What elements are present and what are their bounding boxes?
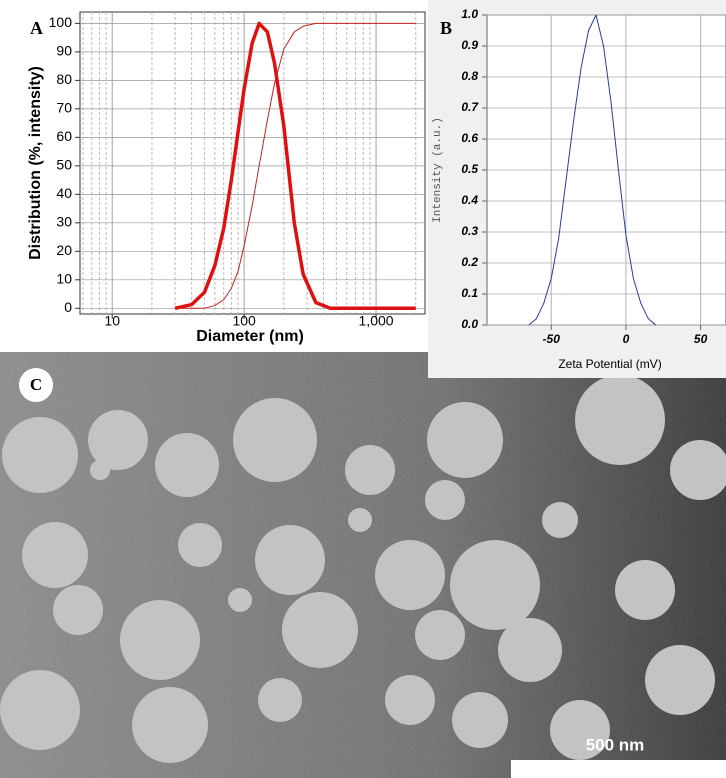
chart-panel: 0.0 0.1 0.2 0.3 0.4 0.5 0.6 0.7 0.8 0.9 1.0 -50 0 50 Z… [432,7,726,371]
y-axis-label: Intensity (a.u.) [432,117,444,223]
y-tick-label: 0 [64,299,72,315]
x-tick-label: 50 [694,332,708,346]
panel-label: A [30,18,43,38]
data-line [174,21,416,311]
x-tick-label: 0 [623,332,630,346]
y-tick-label: 70 [56,100,72,116]
y-axis-label: Distribution (%, intensity) [27,66,44,260]
scale-bar [511,760,726,778]
y-tick-label: 0.9 [461,38,478,52]
y-tick-label: 0.8 [461,69,478,83]
y-tick-label: 60 [56,128,72,144]
y-tick-label: 0.3 [461,224,478,238]
y-tick-label: 50 [56,157,72,173]
x-tick-label: 10 [104,313,120,329]
data-line [528,14,657,326]
y-tick-label: 90 [56,43,72,59]
x-axis-label: Diameter (nm) [196,328,304,345]
y-tick-label: 80 [56,71,72,87]
panel-label: C [30,375,42,394]
y-tick-label: 40 [56,185,72,201]
data-line [175,22,416,309]
x-tick-label: 100 [232,313,256,329]
y-tick-label: 10 [56,271,72,287]
y-tick-label: 0.6 [461,131,478,145]
y-tick-label: 0.4 [461,193,478,207]
chart-panel: 0 10 20 30 40 50 60 70 80 90 100 10 100 1,000 Diameter… [27,11,426,345]
y-tick-label: 0.5 [461,162,478,176]
y-tick-label: 30 [56,214,72,230]
y-tick-label: 20 [56,242,72,258]
x-tick-label: -50 [543,332,561,346]
plot-area [79,11,426,315]
y-tick-label: 0.2 [461,255,478,269]
y-tick-label: 0.1 [461,286,478,300]
x-tick-label: 1,000 [359,313,394,329]
y-tick-label: 0.0 [461,317,478,331]
micrograph: C 500 nm [0,352,726,778]
y-tick-label: 100 [49,14,73,30]
x-axis-label: Zeta Potential (mV) [558,357,661,371]
panel-badge [19,368,53,402]
panel-label: B [440,18,452,38]
scale-bar-label: 500 nm [586,735,645,754]
micrograph-noise [0,352,726,778]
y-tick-label: 1.0 [461,7,478,21]
y-tick-label: 0.7 [461,100,479,114]
